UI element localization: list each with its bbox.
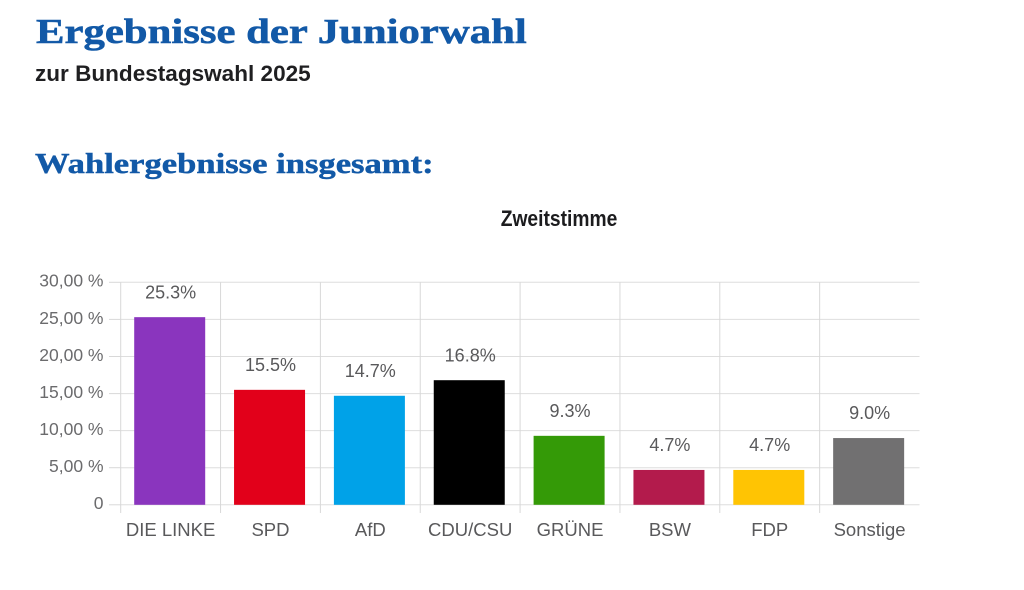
- svg-text:DIE LINKE: DIE LINKE: [126, 519, 215, 540]
- svg-text:0: 0: [94, 493, 104, 513]
- svg-text:5,00 %: 5,00 %: [49, 456, 103, 476]
- svg-text:4.7%: 4.7%: [749, 435, 790, 455]
- svg-text:16.8%: 16.8%: [445, 345, 496, 365]
- svg-text:15.5%: 15.5%: [245, 355, 296, 375]
- svg-text:14.7%: 14.7%: [345, 361, 396, 381]
- svg-text:10,00 %: 10,00 %: [39, 419, 103, 439]
- svg-text:GRÜNE: GRÜNE: [537, 519, 604, 540]
- svg-text:CDU/CSU: CDU/CSU: [428, 519, 512, 540]
- svg-text:Sonstige: Sonstige: [834, 519, 906, 540]
- svg-text:15,00 %: 15,00 %: [39, 382, 103, 402]
- svg-text:25,00 %: 25,00 %: [39, 308, 103, 328]
- svg-text:25.3%: 25.3%: [145, 282, 196, 302]
- svg-text:SPD: SPD: [251, 519, 289, 540]
- svg-text:BSW: BSW: [649, 519, 692, 540]
- svg-text:4.7%: 4.7%: [649, 435, 690, 455]
- svg-text:AfD: AfD: [355, 519, 386, 540]
- svg-text:9.0%: 9.0%: [849, 403, 890, 423]
- svg-text:FDP: FDP: [751, 519, 788, 540]
- svg-text:20,00 %: 20,00 %: [39, 345, 103, 365]
- svg-text:9.3%: 9.3%: [549, 401, 590, 421]
- svg-text:30,00 %: 30,00 %: [39, 271, 103, 291]
